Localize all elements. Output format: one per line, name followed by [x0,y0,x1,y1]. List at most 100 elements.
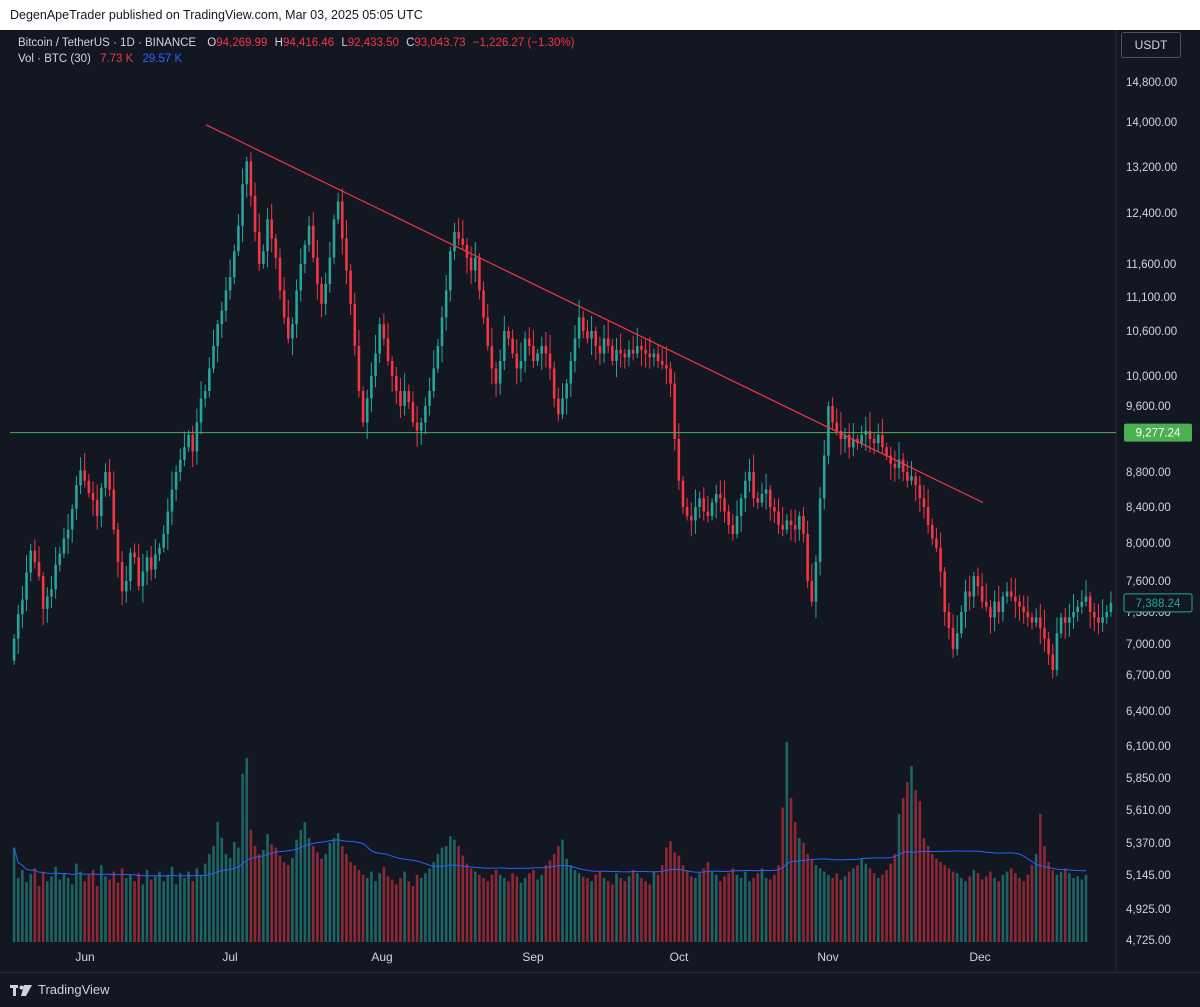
volume-bar [980,879,984,942]
candle-body [212,346,215,369]
candle-body [249,161,253,196]
volume-bar [461,855,465,942]
volume-bar [955,873,959,942]
candle-body [75,485,78,509]
candle-body [569,361,573,384]
volume-bar [702,868,706,942]
volume-bar [590,881,593,942]
volume-bar [548,860,552,942]
volume-bar [1009,868,1013,942]
price-axis-label: 6,700.00 [1126,670,1171,682]
candle-body [798,516,801,530]
volume-bar [710,871,714,942]
volume-bar [21,870,24,942]
currency-button[interactable]: USDT [1121,32,1181,58]
price-axis-label: 7,000.00 [1126,639,1171,651]
volume-bar [889,863,893,942]
symbol-title[interactable]: Bitcoin / TetherUS · 1D · BINANCE [18,37,197,49]
candle-body [1068,617,1071,623]
candle-body [976,576,980,587]
candle-body [511,338,514,354]
time-axis-label: Sep [522,950,544,964]
candle-body [943,571,947,612]
volume-bar [1063,868,1067,942]
volume-bar [266,834,269,942]
candle-body [278,257,282,291]
volume-bar [444,846,448,942]
volume-bar [449,836,452,942]
candle-body [1105,612,1109,618]
candle-body [332,219,336,258]
volume-bar [415,874,419,942]
price-axis-label: 12,400.00 [1126,208,1177,220]
volume-bar [764,878,768,942]
volume-bar [166,874,170,942]
volume-bar [744,871,747,942]
candle-body [291,324,294,339]
footer-brand-text: TradingView [38,982,110,997]
candle-body [50,589,53,597]
candle-body [1109,602,1113,612]
candle-body [581,317,585,331]
candle-body [872,439,876,444]
volume-bar [615,873,618,942]
volume-bar [486,881,490,942]
chart-area[interactable]: 14,800.00 14,000.00 13,200.00 12,400.00 11,6… [10,30,1200,972]
volume-bar [133,881,136,942]
volume-bar [536,879,539,942]
volume-bar [1047,862,1050,942]
candle-body [561,398,564,415]
volume-bar [287,865,290,942]
candle-body [997,601,1001,612]
candle-body [835,422,838,431]
volume-bar [112,871,116,942]
volume-bar [232,842,236,942]
tradingview-logo[interactable]: TradingView [10,982,110,997]
volume-indicator-label[interactable]: Vol · BTC (30) [18,53,91,65]
price-chart-canvas[interactable]: 14,800.00 14,000.00 13,200.00 12,400.00 11,6… [10,30,1200,972]
volume-bar [469,868,473,942]
volume-bar [577,873,581,942]
candle-body [868,430,872,439]
candle-body [631,349,635,354]
volume-bar [320,858,323,942]
volume-bar [104,876,107,942]
candle-body [490,346,494,369]
volume-bar [818,868,822,942]
candle-body [806,534,809,581]
volume-bar [876,878,880,942]
candle-body [544,346,548,354]
candle-body [411,402,415,423]
volume-bar [856,865,859,942]
volume-bar [203,863,207,942]
volume-bar [972,870,976,942]
candle-body [324,283,327,304]
volume-bar [178,873,182,942]
candle-body [195,422,199,452]
volume-bar [490,874,494,942]
candle-body [918,485,922,499]
candle-body [706,511,710,516]
candle-body [586,331,589,339]
candle-body [361,391,365,423]
candle-body [320,283,323,304]
volume-bar [199,874,203,942]
candle-body [777,511,780,525]
candle-body [282,290,286,318]
candle-body [432,368,435,391]
symbol-legend: Bitcoin / TetherUS · 1D · BINANCE O94,26… [18,37,574,49]
volume-bar [257,854,261,942]
candle-body [623,353,627,358]
candle-body [532,346,535,361]
volume-bar [569,865,573,942]
volume-bar [843,876,847,942]
volume-bar [694,878,697,942]
candle-body [557,398,560,415]
volume-bar [835,873,838,942]
candle-body [149,557,153,570]
volume-bar [864,863,868,942]
volume-bar [357,870,361,942]
volume-bar [552,854,556,942]
candle-body [627,349,631,358]
candle-body [619,349,622,354]
